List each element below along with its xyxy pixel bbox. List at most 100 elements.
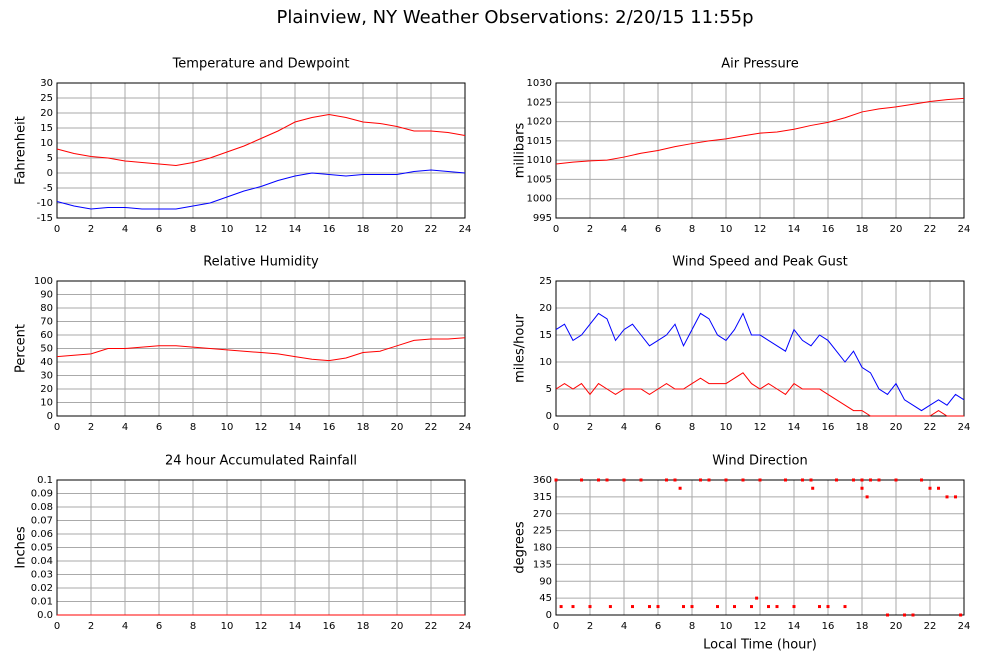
data-point [605,478,609,482]
data-point [580,478,583,482]
chart-title: Wind Direction [712,454,808,469]
data-point [826,605,830,609]
x-tick-label: 24 [459,621,472,632]
x-tick-label: 2 [88,224,94,235]
y-tick-label: 270 [533,509,552,520]
y-tick-label: 50 [40,344,53,355]
data-point [699,478,702,482]
y-axis-label: miles/hour [513,313,528,382]
x-tick-label: 10 [221,621,234,632]
page-title: Plainview, NY Weather Observations: 2/20… [276,7,753,28]
x-tick-label: 24 [459,422,472,433]
x-tick-label: 2 [587,621,593,632]
x-tick-label: 16 [323,422,336,433]
x-tick-label: 4 [621,224,627,235]
y-tick-label: 25 [40,93,53,104]
x-tick-label: 20 [391,224,404,235]
x-tick-label: 0 [553,422,559,433]
data-point [571,605,575,609]
x-tick-label: 22 [425,422,438,433]
plot-frame [56,82,466,219]
x-tick-label: 18 [856,422,869,433]
data-point [835,478,838,482]
y-tick-label: 0.06 [31,529,53,540]
y-axis-label: millibars [513,123,528,179]
data-point [608,605,612,609]
data-point [631,605,634,609]
y-tick-label: 5 [47,153,53,164]
x-tick-label: 8 [190,422,196,433]
x-tick-label: 20 [391,621,404,632]
x-tick-label: 2 [88,422,94,433]
x-tick-label: 4 [621,621,627,632]
y-tick-label: 70 [40,317,53,328]
data-point [622,478,626,482]
y-tick-label: 1015 [527,136,552,147]
data-point [860,486,864,490]
y-tick-label: 90 [40,290,53,301]
x-tick-label: 14 [788,621,801,632]
x-tick-label: 16 [822,422,835,433]
x-tick-label: 16 [822,224,835,235]
x-tick-label: 22 [924,224,937,235]
y-tick-label: 0 [47,168,53,179]
data-point [809,478,813,482]
y-tick-label: 0.09 [31,489,53,500]
x-tick-label: 0 [553,621,559,632]
chart-title: Air Pressure [721,57,799,72]
data-line [555,97,965,165]
x-tick-label: 10 [221,422,234,433]
y-tick-label: 0.03 [31,570,53,581]
data-line [555,312,965,412]
x-tick-label: 10 [221,224,234,235]
data-point [656,605,660,609]
x-tick-label: 12 [255,422,268,433]
data-point [843,605,847,609]
data-point [852,478,855,482]
y-tick-label: -15 [37,213,53,224]
data-point [682,605,685,609]
y-tick-label: 0.1 [37,475,53,486]
x-tick-label: 10 [720,422,733,433]
y-tick-label: 90 [539,576,552,587]
data-point [716,605,719,609]
x-tick-label: 20 [890,224,903,235]
x-tick-label: 2 [88,621,94,632]
data-point [750,605,753,609]
data-point [559,605,563,609]
x-tick-label: 4 [122,621,128,632]
x-tick-label: 10 [720,621,733,632]
data-point [811,486,815,490]
data-point [937,486,940,490]
x-tick-label: 0 [54,422,60,433]
x-tick-label: 2 [587,224,593,235]
x-tick-label: 18 [357,422,370,433]
y-axis-label: degrees [513,521,528,574]
y-tick-label: 1020 [527,117,552,128]
chart-title: Relative Humidity [203,255,319,270]
x-tick-label: 6 [156,422,162,433]
y-tick-label: 135 [533,559,552,570]
data-point [792,605,796,609]
data-point [755,596,759,600]
data-point [733,605,736,609]
y-tick-label: 0.08 [31,502,53,513]
x-tick-label: 20 [890,621,903,632]
data-point [724,478,728,482]
x-tick-label: 12 [754,224,767,235]
y-tick-label: 25 [539,276,552,287]
x-tick-label: 16 [323,621,336,632]
x-tick-label: 18 [856,224,869,235]
data-point [690,605,694,609]
data-line [56,169,466,210]
data-point [886,613,889,617]
x-tick-label: 6 [156,621,162,632]
y-tick-label: 10 [539,357,552,368]
data-point [928,486,932,490]
data-point [673,478,677,482]
data-point [784,478,787,482]
data-point [920,478,923,482]
x-tick-label: 24 [958,224,971,235]
data-point [877,478,881,482]
data-point [894,478,898,482]
